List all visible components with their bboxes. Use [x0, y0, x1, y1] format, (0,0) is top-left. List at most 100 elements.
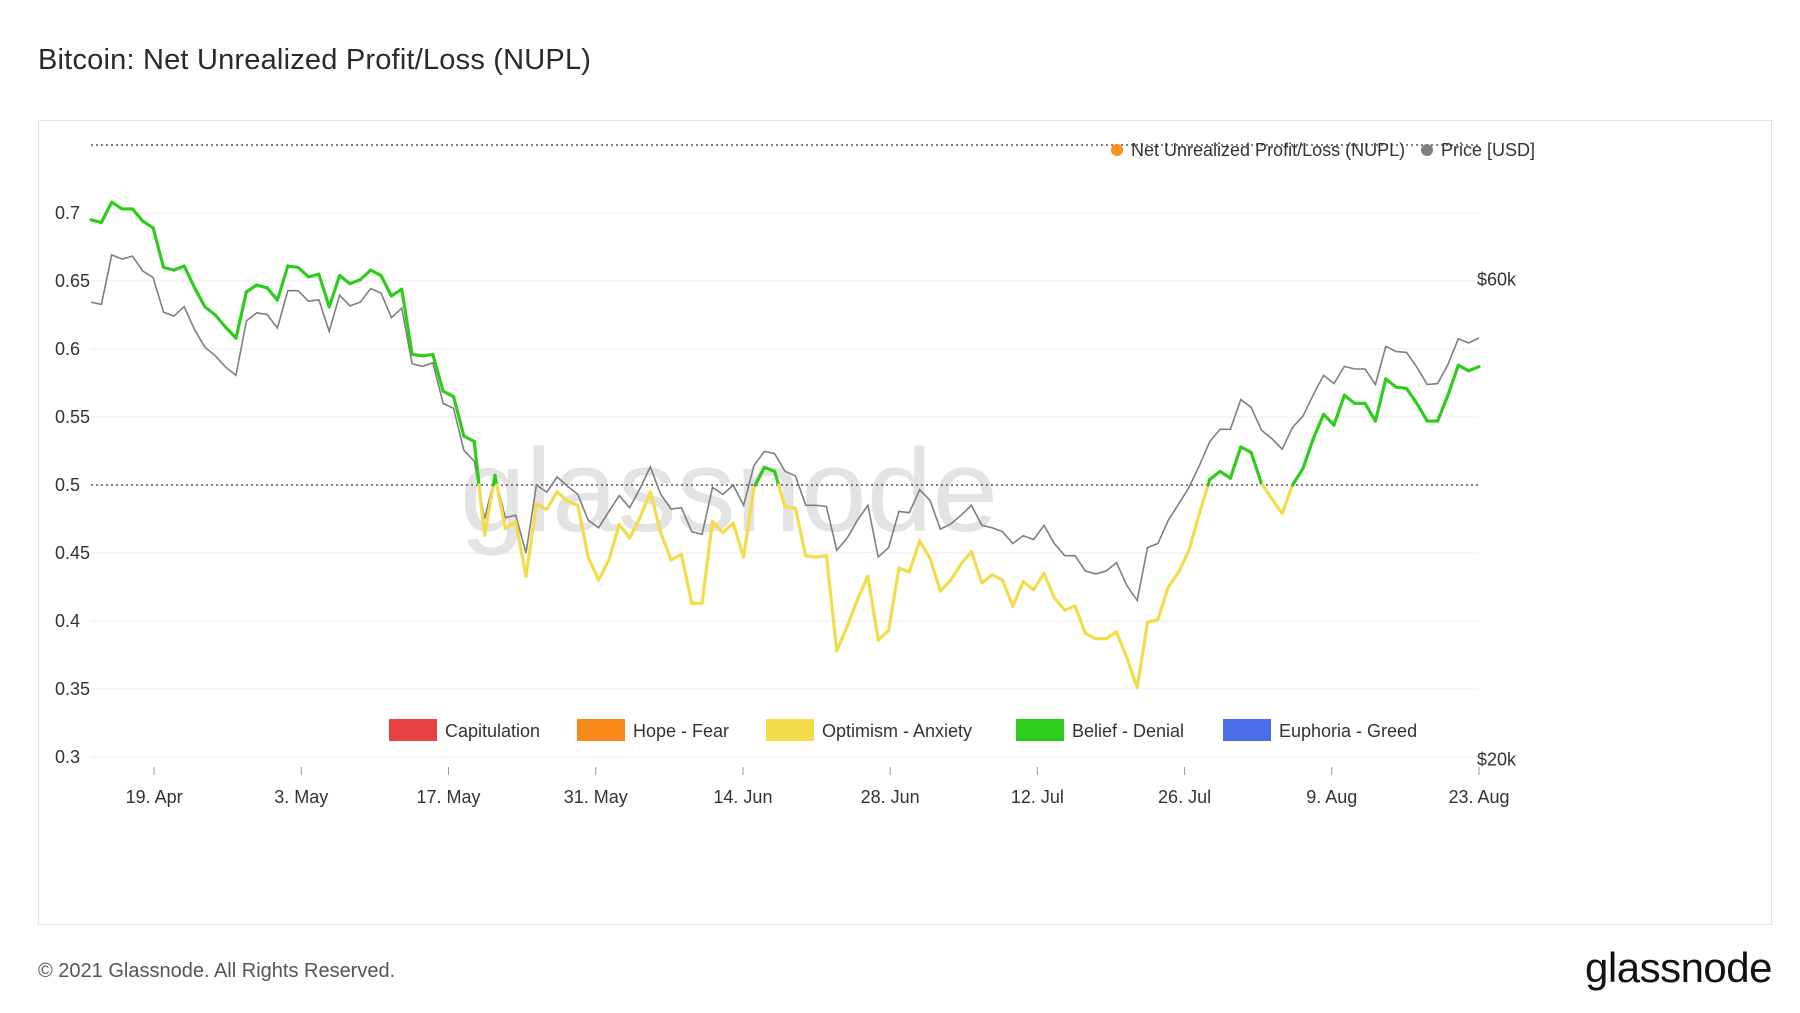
legend-label: Hope - Fear [633, 721, 729, 741]
legend-swatch [577, 719, 625, 741]
right-tick-label: $60k [1477, 270, 1517, 290]
nupl-segment [1114, 630, 1129, 660]
nupl-segment [804, 554, 818, 559]
nupl-segment [741, 486, 756, 559]
x-tick-label: 9. Aug [1306, 787, 1357, 807]
nupl-segment [1031, 571, 1046, 592]
nupl-segment [534, 502, 549, 512]
x-tick-label: 19. Apr [126, 787, 183, 807]
nupl-segment [514, 520, 528, 578]
legend-swatch [766, 719, 814, 741]
nupl-segment [1342, 393, 1357, 405]
nupl-segment [1404, 386, 1419, 405]
nupl-segment [1187, 511, 1201, 552]
nupl-segment [710, 520, 725, 535]
nupl-segment [824, 554, 839, 653]
legend-bottom[interactable]: Capitulation Hope - Fear Optimism - Anxiet… [389, 719, 1417, 741]
right-axis: $60k $20k [1477, 270, 1517, 770]
nupl-segment [1363, 401, 1378, 423]
nupl-segment [348, 278, 362, 286]
nupl-segment [451, 395, 466, 438]
x-tick-label: 28. Jun [861, 787, 920, 807]
nupl-segment [918, 539, 932, 561]
nupl-segment [472, 439, 481, 487]
nupl-segment [576, 503, 590, 559]
nupl-segment [721, 521, 735, 535]
nupl-segment [420, 352, 435, 358]
nupl-segment [1052, 596, 1067, 612]
legend-swatch [389, 719, 437, 741]
nupl-segment [1166, 570, 1181, 589]
nupl-segment [617, 522, 632, 540]
nupl-segment [1394, 385, 1409, 391]
nupl-segment [234, 290, 248, 340]
legend-label: Price [USD] [1441, 140, 1535, 160]
watermark: glassnode [460, 425, 998, 557]
nupl-segment [886, 566, 901, 633]
nupl-segment [938, 578, 953, 593]
nupl-segment [638, 490, 652, 520]
y-tick-label: 0.7 [55, 203, 80, 223]
nupl-segment [1042, 571, 1056, 600]
nupl-segment [1332, 393, 1346, 427]
nupl-segment [400, 287, 414, 357]
nupl-segment [275, 264, 290, 302]
nupl-segment [545, 490, 559, 512]
nupl-segment [679, 552, 694, 605]
price-line [90, 253, 1480, 603]
nupl-segment [1373, 377, 1388, 423]
nupl-segment [410, 352, 425, 358]
nupl-segment [130, 207, 145, 223]
nupl-segment [555, 490, 570, 503]
legend-swatch [1223, 719, 1271, 741]
nupl-segment [1467, 365, 1481, 373]
nupl-segment [141, 219, 155, 230]
nupl-segment [1280, 483, 1295, 516]
legend-label: Optimism - Anxiety [822, 721, 972, 741]
y-tick-label: 0.45 [55, 543, 90, 563]
nupl-segment [949, 562, 963, 582]
nupl-segment [1218, 469, 1233, 480]
chart-panel: glassnode 0.7 0.65 0.6 0.55 0.5 0.45 0.4 0.35 0.… [38, 120, 1772, 925]
nupl-segment [495, 483, 507, 531]
nupl-segment [876, 628, 891, 642]
nupl-segment [928, 556, 942, 593]
nupl-segment [286, 264, 300, 269]
legend-top[interactable]: Net Unrealized Profit/Loss (NUPL) Price [… [1111, 140, 1535, 160]
nupl-segment [753, 465, 766, 487]
legend-label: Net Unrealized Profit/Loss (NUPL) [1131, 140, 1405, 160]
y-tick-label: 0.3 [55, 747, 80, 767]
nupl-segment [907, 539, 922, 574]
nupl-segment [317, 272, 331, 309]
legend-label: Belief - Denial [1072, 721, 1184, 741]
nupl-segment [255, 283, 269, 290]
y-tick-label: 0.35 [55, 679, 90, 699]
chart-svg: glassnode 0.70.650.60.550.50.450.40.350.… [55, 140, 1535, 807]
right-tick-label: $20k [1477, 750, 1517, 770]
nupl-segment [161, 265, 176, 272]
legend-label: Capitulation [445, 721, 540, 741]
nupl-segment [607, 522, 621, 562]
legend-swatch [1016, 719, 1064, 741]
nupl-segment [1021, 579, 1036, 592]
nupl-segment [659, 531, 673, 562]
nupl-segment [1000, 578, 1015, 608]
chart-title: Bitcoin: Net Unrealized Profit/Loss (NUP… [38, 44, 592, 76]
nupl-segment [369, 268, 383, 278]
price-series [90, 253, 1480, 603]
nupl-segment [224, 325, 238, 340]
nupl-segment [89, 218, 103, 225]
nupl-segment [1270, 497, 1284, 516]
legend-marker [1421, 144, 1433, 156]
nupl-segment [477, 483, 487, 537]
nupl-segment [596, 558, 611, 582]
nupl-segment [1249, 450, 1264, 486]
nupl-segment [172, 264, 186, 272]
nupl-segment [389, 287, 404, 298]
nupl-segment [1456, 363, 1471, 373]
nupl-segment [1104, 630, 1119, 641]
nupl-segment [244, 283, 259, 294]
nupl-segment [151, 226, 166, 269]
nupl-segment [431, 352, 445, 393]
nupl-segment [773, 469, 781, 487]
